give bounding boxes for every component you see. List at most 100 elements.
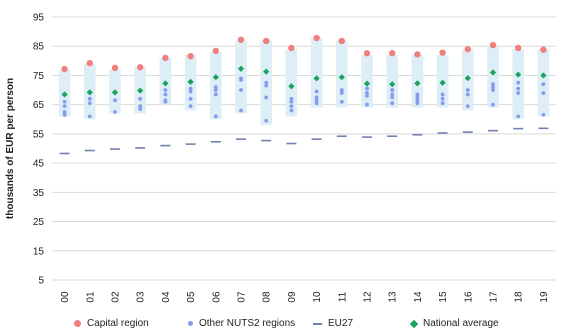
other-region-point (113, 110, 117, 114)
other-region-point (314, 98, 319, 103)
y-tick-label: 75 (33, 71, 45, 82)
other-region-point (289, 99, 294, 104)
legend-item-eu27: EU27 (313, 318, 353, 329)
eu27-marker-icon (313, 322, 322, 325)
other-region-point (491, 82, 495, 87)
capital-region-point (540, 46, 547, 53)
other-region-point (415, 98, 420, 103)
x-tick-label: 04 (161, 291, 172, 303)
x-tick-label: 00 (60, 291, 71, 303)
legend-item-national-average: National average (409, 318, 499, 329)
x-tick-label: 10 (312, 291, 323, 303)
capital-region-point (162, 54, 169, 62)
other-region-point (138, 107, 143, 111)
other-region-point (264, 83, 269, 88)
other-region-point (541, 112, 546, 117)
other-region-point (264, 80, 269, 85)
national-average-point (288, 83, 295, 90)
y-tick-label: 55 (33, 129, 45, 140)
legend-label: Capital region (87, 318, 149, 329)
other-region-point (390, 92, 395, 97)
other-region-point (188, 86, 193, 91)
capital-region-point (313, 34, 320, 42)
other-region-point (541, 91, 546, 95)
capital-region-point (111, 64, 119, 72)
chart: 5 15 25 35 45 55 65 75 85 95 00 01 02 03 04 05 06 07 08 09… (5, 13, 556, 303)
other-region-point (541, 82, 546, 87)
other-region-point (138, 104, 143, 109)
other-region-point (516, 86, 521, 91)
x-tick-label: 07 (237, 291, 248, 303)
capital-region-point (237, 36, 245, 43)
other-region-point (390, 95, 395, 100)
other-region-point (87, 101, 92, 106)
national-average-point (237, 65, 245, 72)
capital-region-point (263, 37, 270, 45)
other-region-point (188, 96, 193, 101)
national-average-point (464, 74, 471, 82)
other-region-point (415, 95, 420, 100)
other-region-point (465, 88, 470, 92)
y-tick-label: 15 (33, 246, 45, 257)
x-tick-label: 16 (463, 291, 474, 303)
other-region-point (213, 85, 218, 90)
chart-marks (59, 34, 549, 155)
national-average-point (137, 87, 144, 94)
other-region-point (440, 101, 445, 106)
other-region-point (339, 88, 344, 92)
national-average-point (187, 78, 194, 85)
other-region-point (163, 92, 168, 97)
national-average-point (439, 79, 446, 86)
y-tick-label: 45 (33, 159, 45, 170)
other-region-point (62, 104, 67, 109)
range-bands (58, 37, 550, 126)
capital-region-point (439, 49, 446, 56)
other-region-point (188, 104, 193, 109)
national-average-point (313, 75, 320, 82)
other-region-point (188, 89, 193, 94)
y-tick-label: 5 (38, 276, 44, 287)
capital-region-point (212, 47, 219, 55)
other-region-point (289, 96, 294, 101)
capital-region-point (515, 44, 522, 52)
other-region-point (365, 102, 369, 107)
capital-region-point (288, 44, 295, 52)
other-region-point (390, 101, 395, 106)
other-region-point (465, 104, 470, 109)
other-region-point (465, 92, 470, 97)
other-region-point (213, 92, 218, 97)
x-tick-label: 19 (539, 291, 550, 303)
national-average-marker-icon (409, 319, 419, 328)
legend-label: Other NUTS2 regions (199, 318, 296, 329)
legend-label: EU27 (328, 318, 354, 329)
other-region-point (239, 76, 243, 81)
other-region-point (213, 88, 218, 92)
other-region-point (390, 88, 395, 92)
other-region-point (415, 92, 420, 97)
other-region-point (314, 89, 319, 94)
national-average-point (61, 91, 68, 98)
other-region-point (339, 91, 344, 95)
other-region-point (365, 86, 369, 91)
x-tick-label: 03 (136, 291, 147, 303)
other-region-point (289, 104, 294, 109)
other-region-point (138, 96, 143, 101)
national-average-point (389, 81, 396, 88)
capital-region-point (363, 50, 371, 57)
other-region-point (415, 101, 420, 106)
y-tick-label: 25 (33, 217, 45, 228)
y-tick-label: 35 (33, 188, 45, 199)
capital-region-point (61, 65, 68, 73)
capital-region-point (489, 41, 497, 49)
other-region-point (314, 101, 319, 106)
y-tick-labels: 5 15 25 35 45 55 65 75 85 95 (33, 13, 45, 287)
other-region-point (516, 80, 521, 85)
y-tick-label: 95 (33, 13, 45, 24)
gridlines (52, 16, 556, 281)
national-average-point (263, 68, 270, 75)
national-average-point (489, 69, 497, 76)
y-tick-label: 85 (33, 42, 45, 53)
other-region-point (516, 91, 521, 95)
other-region-point (491, 88, 495, 92)
other-region-point (239, 88, 243, 92)
